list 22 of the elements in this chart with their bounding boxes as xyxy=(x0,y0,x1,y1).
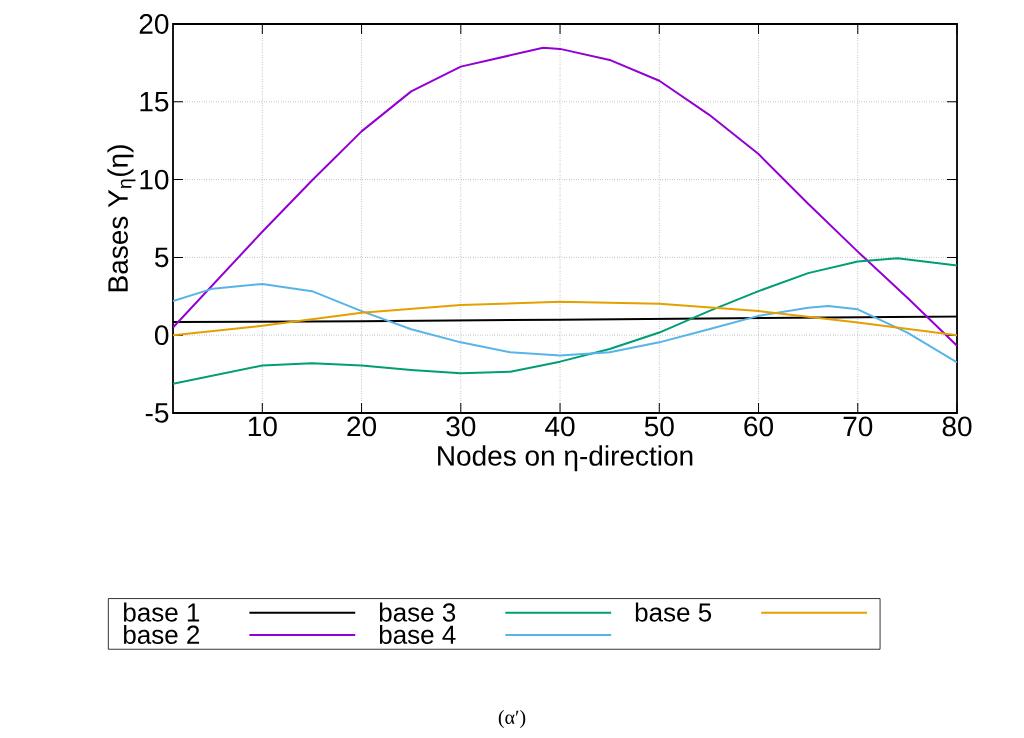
legend-label: base 5 xyxy=(635,602,712,622)
x-tick-label: 30 xyxy=(446,416,476,437)
legend-label: base 2 xyxy=(124,624,200,644)
x-tick-label: 40 xyxy=(545,416,575,437)
y-tick-label: 0 xyxy=(154,325,169,346)
x-tick-label: 60 xyxy=(744,416,773,437)
y-tick-label: -5 xyxy=(145,403,169,423)
legend-label: base 1 xyxy=(124,602,200,622)
y-axis-title: Bases Y$_{η}$(η) xyxy=(107,145,136,292)
x-tick-label: 10 xyxy=(248,416,277,437)
legend-label: base 4 xyxy=(379,624,456,644)
x-tick-label: 80 xyxy=(942,416,972,437)
x-tick-label: 20 xyxy=(347,416,377,437)
y-tick-label: 10 xyxy=(140,169,169,190)
x-axis-title: Nodes on η-direction xyxy=(438,445,693,472)
x-tick-label: 50 xyxy=(644,416,674,437)
text: (α′) xyxy=(498,709,526,729)
y-tick-label: 15 xyxy=(140,92,169,112)
x-tick-label: 70 xyxy=(843,416,873,437)
y-tick-label: 5 xyxy=(155,247,169,268)
y-tick-label: 20 xyxy=(139,14,169,34)
legend-label: base 3 xyxy=(379,602,456,622)
